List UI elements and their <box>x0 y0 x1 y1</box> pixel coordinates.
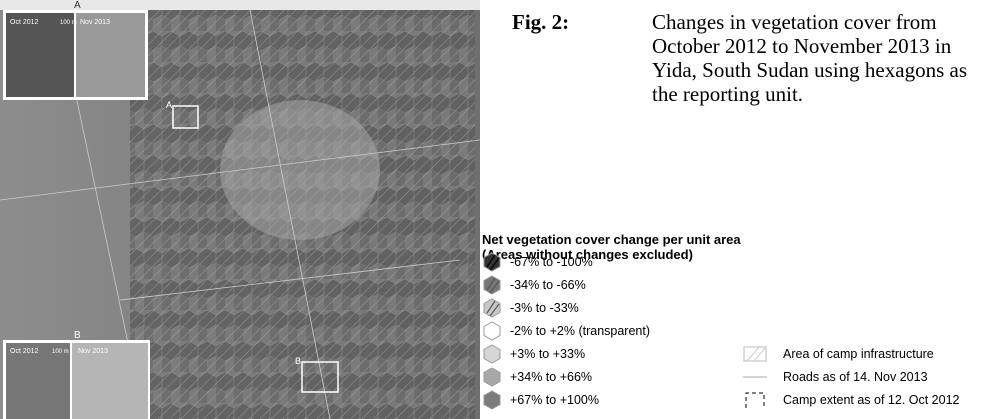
inset-date: Nov 2013 <box>80 19 110 26</box>
legend-symbol <box>735 344 775 364</box>
legend-label: Area of camp infrastructure <box>783 344 934 364</box>
area-marker: B <box>295 356 301 366</box>
caption-text: Changes in vegetation cover from October… <box>652 10 988 106</box>
scale-label: 100 m <box>60 20 77 26</box>
legend-label: -3% to -33% <box>510 298 579 318</box>
legend-label: +67% to +100% <box>510 390 599 410</box>
legend-label: Roads as of 14. Nov 2013 <box>783 367 928 387</box>
legend-symbol <box>482 321 506 341</box>
legend-label: -67% to -100% <box>510 252 593 272</box>
legend-label: +34% to +66% <box>510 367 592 387</box>
legend-symbol <box>482 344 506 364</box>
inset-date: Nov 2013 <box>78 348 108 355</box>
caption-label: Fig. 2: <box>512 10 569 35</box>
inset-marker: B <box>74 330 81 341</box>
scale-label: 100 m <box>52 349 69 355</box>
inset-date: Oct 2012 <box>10 348 39 355</box>
page: {"caption": {"label": "Fig. 2:", "text":… <box>0 0 991 419</box>
legend-symbol <box>482 252 506 272</box>
legend-symbol <box>482 275 506 295</box>
inset-date: Oct 2012 <box>10 19 39 26</box>
legend-label: -34% to -66% <box>510 275 586 295</box>
legend-symbol <box>482 298 506 318</box>
legend-label: -2% to +2% (transparent) <box>510 321 650 341</box>
area-marker: A <box>166 100 172 110</box>
legend-label: +3% to +33% <box>510 344 585 364</box>
legend-label: Camp extent as of 12. Oct 2012 <box>783 390 960 410</box>
legend-symbol <box>735 367 775 387</box>
map: A Oct 2012 Nov 2013 100 m A B Oct 2012 N… <box>0 0 480 419</box>
legend-symbol <box>735 390 775 410</box>
legend-symbol <box>482 390 506 410</box>
legend-title-line: Net vegetation cover change per unit are… <box>482 232 741 247</box>
inset-marker: A <box>74 0 81 11</box>
legend-symbol <box>482 367 506 387</box>
